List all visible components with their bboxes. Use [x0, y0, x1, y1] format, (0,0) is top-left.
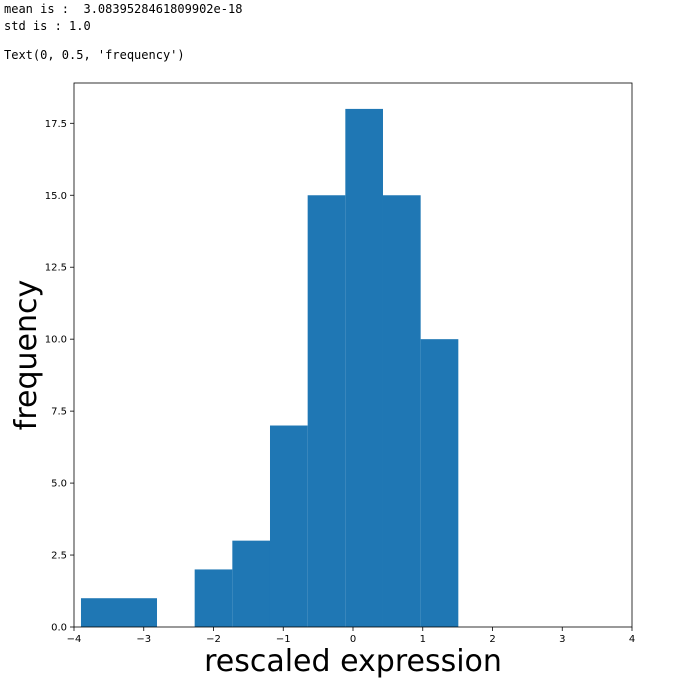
x-tick-label: 1	[420, 634, 426, 645]
x-tick-label: 2	[489, 634, 495, 645]
x-tick-label: 0	[350, 634, 356, 645]
histogram-bar	[382, 195, 421, 627]
x-axis-label: rescaled expression	[204, 644, 502, 679]
y-tick-label: 0.0	[51, 623, 67, 634]
mean-output-line: mean is : 3.0839528461809902e-18	[4, 2, 243, 16]
histogram-bars	[80, 108, 459, 627]
histogram-bar	[345, 108, 383, 627]
x-tick-label: 3	[559, 634, 565, 645]
x-tick-label: −4	[67, 634, 82, 645]
y-tick-label: 5.0	[51, 479, 67, 490]
x-tick-label: −1	[276, 634, 291, 645]
histogram-bar	[307, 195, 346, 627]
y-axis-label: frequency	[9, 280, 44, 430]
x-axis-ticks: −4 −3 −2 −1 0 1 2 3 4	[67, 627, 635, 645]
histogram-bar	[232, 540, 270, 627]
histogram-bar	[194, 569, 233, 627]
y-tick-label: 17.5	[45, 119, 67, 130]
x-tick-label: 4	[629, 634, 635, 645]
histogram-bar	[269, 425, 308, 627]
x-tick-label: −2	[206, 634, 221, 645]
histogram-bar	[80, 598, 158, 627]
y-tick-label: 12.5	[45, 263, 67, 274]
y-tick-label: 2.5	[51, 551, 67, 562]
y-tick-label: 15.0	[45, 191, 67, 202]
y-tick-label: 10.0	[45, 335, 67, 346]
x-tick-label: −3	[136, 634, 151, 645]
y-axis-ticks: 0.0 2.5 5.0 7.5 10.0 12.5 15.0 17.5	[45, 119, 74, 634]
text-repr-output-line: Text(0, 0.5, 'frequency')	[4, 48, 185, 62]
histogram-bar	[420, 339, 459, 627]
y-tick-label: 7.5	[51, 407, 67, 418]
std-output-line: std is : 1.0	[4, 19, 91, 33]
